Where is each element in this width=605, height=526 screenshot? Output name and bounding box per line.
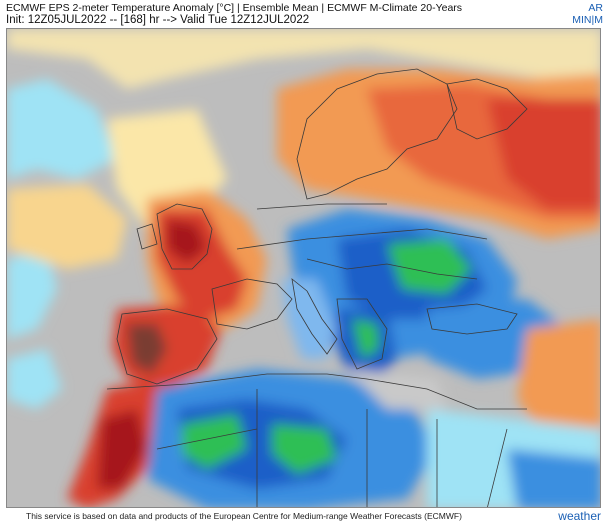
corner-label-top: AR [588, 2, 603, 14]
corner-label-bottom: MIN|M [572, 14, 603, 26]
map-title: ECMWF EPS 2-meter Temperature Anomaly [°… [6, 2, 463, 14]
anomaly-field [7, 29, 600, 507]
coastlines [106, 68, 528, 507]
brand-label[interactable]: weather [558, 509, 601, 523]
temperature-anomaly-map [7, 29, 600, 507]
map-panel [6, 28, 601, 508]
map-subtitle: Init: 12Z05JUL2022 -- [168] hr --> Valid… [6, 14, 310, 26]
credit-text: This service is based on data and produc… [26, 511, 462, 521]
map-footer: This service is based on data and produc… [0, 508, 605, 526]
map-header: ECMWF EPS 2-meter Temperature Anomaly [°… [0, 0, 605, 28]
